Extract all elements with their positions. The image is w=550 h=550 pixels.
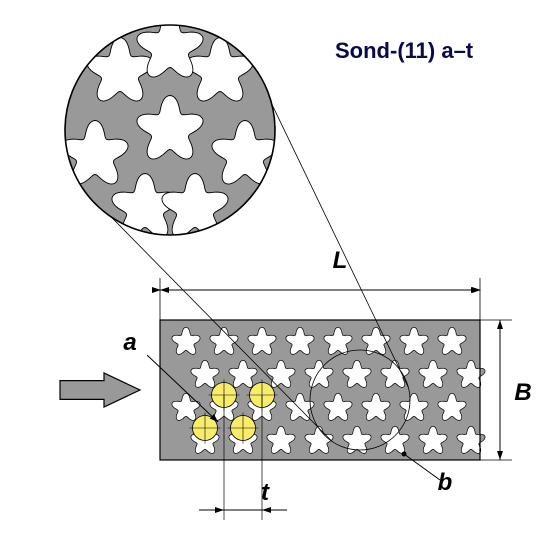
highlight-circle-2	[190, 413, 221, 444]
perforated-sheet	[160, 320, 485, 460]
label-a: a	[123, 329, 136, 356]
dim-B-arrow-bot	[497, 451, 503, 460]
dim-t-arrow-right	[262, 507, 271, 513]
label-L: L	[333, 247, 348, 274]
dim-L-arrow-right	[471, 287, 480, 293]
label-B: B	[514, 379, 531, 406]
dim-L-arrow-left	[160, 287, 169, 293]
title: Sond-(11) a–t	[335, 38, 474, 63]
label-b: b	[438, 469, 453, 496]
mag-connector-1	[111, 217, 332, 441]
highlight-circle-3	[228, 413, 259, 444]
dim-B-arrow-top	[497, 320, 503, 329]
flow-arrow-icon	[60, 373, 140, 407]
leader-b-dot	[402, 452, 407, 457]
label-t: t	[261, 479, 270, 506]
dim-t-arrow-left	[215, 507, 224, 513]
